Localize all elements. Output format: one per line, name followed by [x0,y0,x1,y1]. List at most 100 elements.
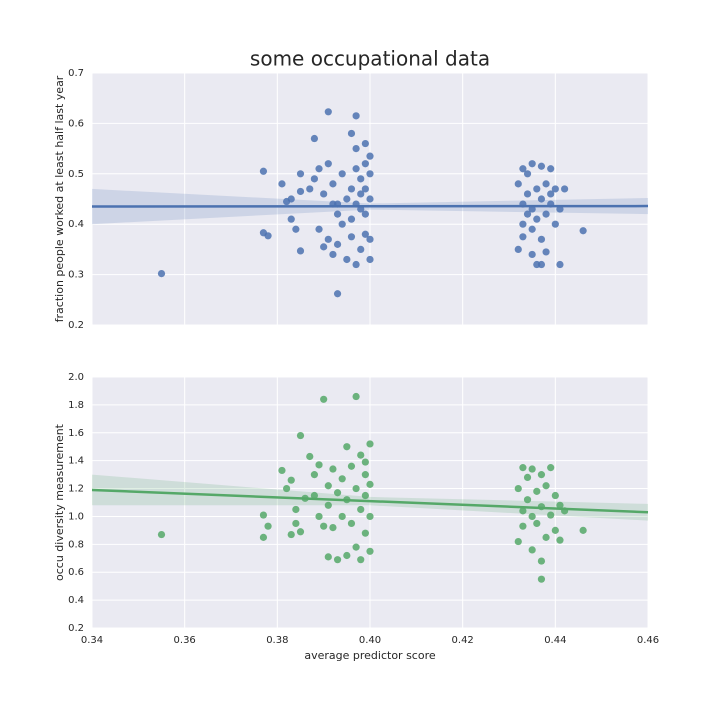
y-tick-label: 0.7 [68,68,84,79]
point [310,134,318,143]
point [519,165,527,173]
y-tick-label: 2.0 [68,372,84,383]
point [366,512,374,521]
point [519,507,527,515]
point [259,511,268,519]
point [292,505,300,514]
point [361,185,369,193]
y-axis-label: occu diversity measurement [53,423,66,581]
point [523,170,532,178]
point [296,187,305,196]
point [528,465,536,473]
x-tick-label: 0.34 [81,635,103,646]
point [333,240,342,248]
point [333,489,342,497]
point [366,170,374,178]
point [264,232,272,240]
point [278,180,286,188]
y-tick-label: 0.6 [68,567,84,578]
point [551,185,559,193]
point [528,160,536,168]
x-tick-label: 0.40 [359,635,381,646]
y-tick-label: 1.2 [68,484,84,495]
confidence-band [92,474,648,521]
point [287,530,295,539]
point [324,108,332,116]
point [157,530,166,539]
point [347,215,356,223]
point [537,260,546,269]
point [361,529,369,537]
point [361,139,369,148]
y-axis-label: fraction people worked at least half las… [53,75,66,322]
point [542,533,550,541]
point [310,175,318,183]
y-tick-label: 0.4 [68,595,84,606]
point [361,471,369,479]
point [537,235,546,243]
point [264,522,272,530]
point [333,210,342,218]
point [320,522,328,530]
y-tick-label: 0.6 [68,118,84,129]
y-tick-label: 0.2 [68,320,84,331]
point [361,160,369,168]
point [537,195,546,203]
y-tick-label: 1.4 [68,456,84,467]
point [528,546,536,554]
point [357,556,365,564]
point [579,227,587,235]
point [528,225,536,233]
point [366,480,374,488]
point [366,152,374,160]
point [551,526,559,534]
point [533,519,541,528]
point [338,170,346,178]
point [533,487,541,495]
y-tick-label: 0.3 [68,270,84,281]
point [343,443,351,451]
point [296,528,305,536]
point [306,452,314,461]
point [514,245,522,253]
x-tick-label: 0.44 [544,635,566,646]
point [352,112,360,120]
point [528,250,536,259]
point [537,471,546,479]
point [320,395,328,403]
point [292,225,300,233]
y-tick-label: 0.2 [68,623,84,634]
point [324,482,332,490]
regression-line [91,204,649,208]
y-tick-label: 0.5 [68,169,84,180]
point [523,473,532,481]
point [542,180,550,188]
point [514,537,522,546]
point [357,245,365,253]
point [542,482,550,490]
point [366,195,374,203]
point [357,451,365,459]
point [329,180,337,188]
point [547,511,555,519]
point [366,547,374,555]
point [324,553,332,561]
y-tick-label: 0.8 [68,539,84,550]
point [320,243,328,251]
point [157,269,166,278]
point [347,519,356,528]
point [352,260,360,269]
point [361,491,369,500]
point [361,230,369,238]
point [296,247,305,255]
chart-title: some occupational data [250,47,490,71]
point [523,210,532,218]
x-tick-label: 0.36 [174,635,196,646]
point [347,185,356,193]
point [537,162,546,170]
point [551,220,559,228]
point [352,165,360,173]
point [547,165,555,173]
point [357,190,365,198]
